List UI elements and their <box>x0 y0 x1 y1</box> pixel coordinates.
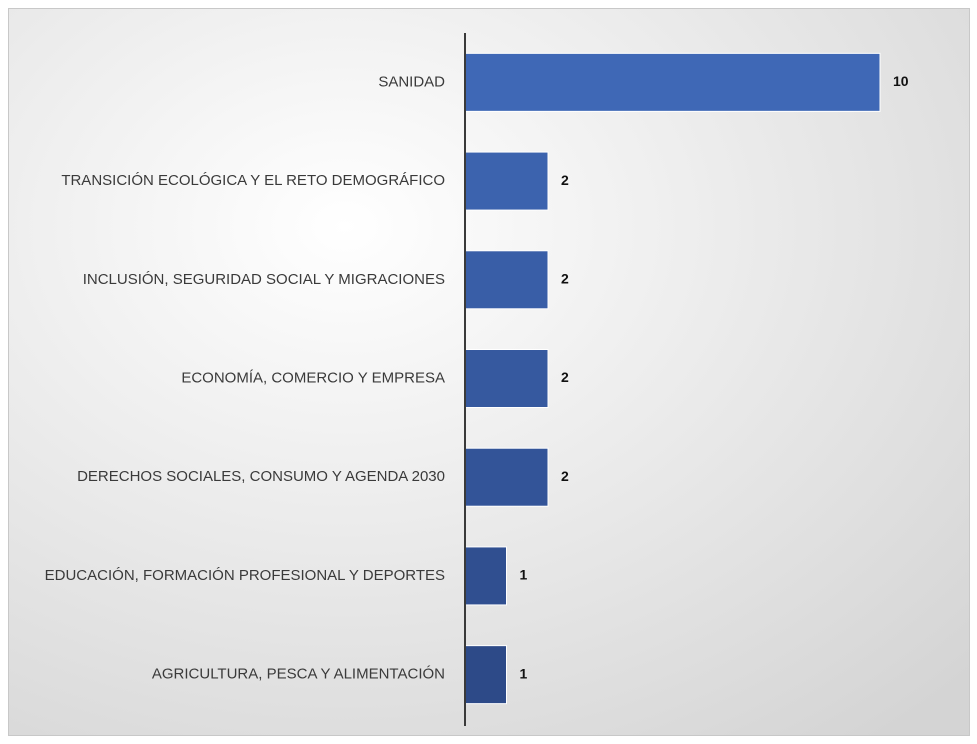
bar <box>464 151 549 211</box>
bar <box>464 645 507 705</box>
value-label: 2 <box>561 369 569 385</box>
bar <box>464 250 549 310</box>
bar <box>464 52 881 112</box>
category-label: TRANSICIÓN ECOLÓGICA Y EL RETO DEMOGRÁFI… <box>61 172 445 189</box>
value-label: 1 <box>520 567 528 583</box>
category-label: INCLUSIÓN, SEGURIDAD SOCIAL Y MIGRACIONE… <box>83 271 445 288</box>
value-label: 2 <box>561 172 569 188</box>
category-label: AGRICULTURA, PESCA Y ALIMENTACIÓN <box>152 666 445 683</box>
bar <box>464 546 507 606</box>
value-label: 10 <box>893 73 909 89</box>
value-label: 2 <box>561 270 569 286</box>
bar <box>464 447 549 507</box>
category-label: SANIDAD <box>378 73 445 90</box>
category-label: EDUCACIÓN, FORMACIÓN PROFESIONAL Y DEPOR… <box>45 567 445 584</box>
category-label: ECONOMÍA, COMERCIO Y EMPRESA <box>181 369 445 386</box>
value-label: 1 <box>520 665 528 681</box>
bar <box>464 349 549 408</box>
category-label: DERECHOS SOCIALES, CONSUMO Y AGENDA 2030 <box>77 468 445 485</box>
value-label: 2 <box>561 468 569 484</box>
